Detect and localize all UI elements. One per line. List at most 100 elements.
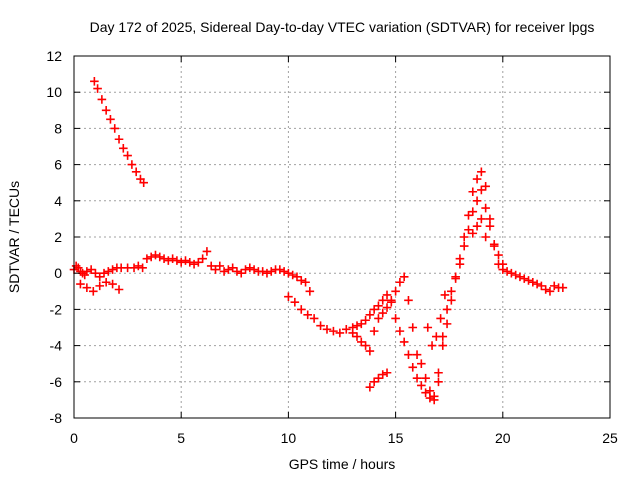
data-point bbox=[447, 296, 456, 305]
data-point bbox=[485, 221, 495, 231]
data-point bbox=[489, 239, 499, 249]
data-point bbox=[365, 346, 375, 356]
data-point bbox=[119, 144, 128, 153]
data-point bbox=[477, 167, 486, 177]
data-point bbox=[303, 310, 312, 320]
data-point bbox=[329, 326, 338, 336]
data-point bbox=[198, 254, 207, 264]
x-tick-label: 10 bbox=[281, 430, 297, 446]
y-tick-label: 10 bbox=[46, 84, 62, 100]
data-point bbox=[365, 382, 375, 392]
data-point bbox=[292, 272, 302, 282]
data-point bbox=[356, 337, 366, 347]
data-point bbox=[95, 272, 105, 282]
data-point bbox=[399, 337, 409, 347]
data-point bbox=[472, 196, 482, 206]
data-point bbox=[434, 368, 443, 378]
data-point bbox=[76, 279, 85, 289]
data-point bbox=[442, 305, 452, 314]
data-point bbox=[464, 225, 473, 235]
data-point bbox=[90, 77, 99, 86]
data-point bbox=[131, 167, 141, 177]
data-point bbox=[348, 328, 358, 338]
x-tick-label: 25 bbox=[602, 430, 618, 446]
x-tick-labels: 0 5 10 15 20 25 bbox=[70, 430, 618, 446]
data-point bbox=[382, 303, 392, 312]
data-point bbox=[290, 297, 300, 307]
data-point bbox=[408, 323, 418, 332]
y-tick-label: 4 bbox=[54, 193, 62, 209]
axis-ticks bbox=[73, 55, 611, 419]
data-point bbox=[459, 232, 469, 242]
data-point bbox=[301, 277, 310, 287]
data-point bbox=[468, 187, 478, 197]
data-point bbox=[432, 332, 441, 341]
data-point bbox=[352, 332, 362, 341]
data-point bbox=[423, 323, 433, 332]
data-point bbox=[459, 241, 469, 251]
data-point bbox=[391, 314, 400, 323]
data-point bbox=[468, 207, 478, 216]
data-point bbox=[374, 373, 383, 383]
data-point bbox=[369, 326, 379, 336]
y-tick-label: 0 bbox=[54, 265, 62, 281]
data-point bbox=[395, 277, 405, 287]
data-point bbox=[455, 259, 465, 269]
data-point bbox=[206, 261, 216, 271]
data-point bbox=[498, 259, 508, 269]
y-tick-label: -6 bbox=[50, 374, 63, 390]
chart-title: Day 172 of 2025, Sidereal Day-to-day VTE… bbox=[90, 19, 595, 35]
y-axis-label: SDTVAR / TECUs bbox=[6, 181, 22, 293]
data-point bbox=[284, 292, 293, 302]
y-tick-label: -4 bbox=[50, 338, 63, 354]
data-point bbox=[494, 250, 503, 260]
data-point bbox=[477, 185, 486, 195]
data-point bbox=[101, 277, 111, 287]
data-point bbox=[472, 174, 482, 184]
data-point bbox=[136, 174, 145, 184]
data-point bbox=[114, 285, 124, 294]
data-point bbox=[429, 391, 439, 401]
data-point bbox=[395, 326, 405, 336]
data-point bbox=[97, 95, 107, 104]
data-points bbox=[69, 77, 568, 405]
data-point bbox=[537, 281, 546, 291]
data-point bbox=[485, 214, 495, 224]
data-point bbox=[236, 268, 246, 278]
data-point bbox=[365, 310, 375, 320]
data-point bbox=[202, 247, 212, 256]
data-point bbox=[369, 305, 379, 314]
data-point bbox=[91, 268, 100, 278]
data-point bbox=[427, 341, 437, 350]
data-point bbox=[481, 232, 490, 242]
data-point bbox=[440, 290, 450, 300]
data-point bbox=[412, 350, 422, 359]
x-tick-label: 0 bbox=[70, 430, 78, 446]
data-point bbox=[391, 287, 400, 296]
data-point bbox=[138, 263, 147, 273]
data-point bbox=[404, 296, 413, 305]
data-point bbox=[335, 328, 345, 338]
y-tick-labels: -8 -6 -4 -2 0 2 4 6 8 10 12 bbox=[46, 48, 62, 426]
data-point bbox=[322, 325, 332, 334]
data-point bbox=[477, 214, 486, 224]
data-point bbox=[108, 279, 117, 289]
x-tick-label: 20 bbox=[495, 430, 511, 446]
data-point bbox=[228, 263, 237, 273]
data-point bbox=[369, 377, 379, 387]
y-tick-label: 6 bbox=[54, 157, 62, 173]
data-point bbox=[472, 221, 482, 231]
data-point bbox=[382, 368, 392, 378]
data-point bbox=[374, 314, 383, 323]
data-point bbox=[421, 373, 430, 383]
data-point bbox=[296, 305, 306, 314]
x-tick-label: 5 bbox=[177, 430, 185, 446]
data-point bbox=[387, 296, 396, 305]
data-point bbox=[123, 151, 132, 160]
data-point bbox=[378, 308, 388, 318]
data-point bbox=[86, 265, 96, 274]
data-point bbox=[417, 359, 426, 368]
data-point bbox=[101, 106, 111, 115]
data-point bbox=[438, 341, 448, 350]
data-point bbox=[110, 124, 120, 133]
